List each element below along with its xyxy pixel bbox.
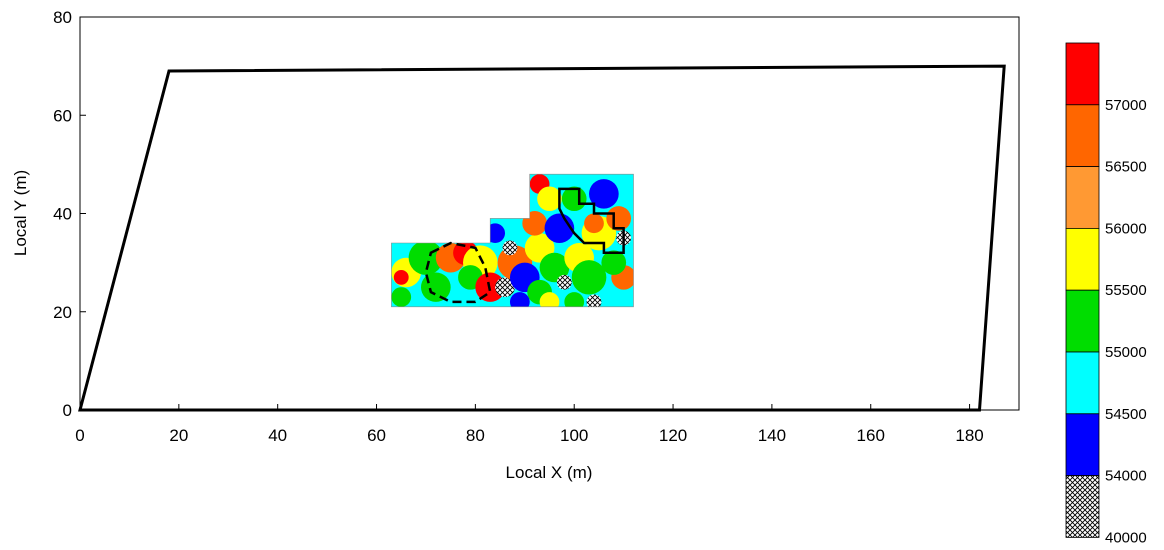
colorbar-label: 55500	[1105, 282, 1147, 299]
anomaly-solid-outline	[558, 187, 625, 255]
outline-layer	[78, 64, 1006, 412]
x-axis-ticks: 0 20 40 60 80 100 120 140 160 180	[75, 404, 984, 445]
survey-field-layer	[391, 173, 634, 308]
contour-blob-blue	[509, 292, 530, 307]
contour-blob-green	[561, 186, 587, 212]
colorbar-label: 54000	[1105, 468, 1147, 485]
y-axis-title: Local Y (m)	[11, 170, 30, 256]
contour-blob-orange	[584, 213, 604, 234]
colorbar-label: 55000	[1105, 344, 1147, 361]
colorbar-swatch	[1065, 166, 1100, 229]
colorbar-label: 54500	[1105, 406, 1147, 423]
colorbar-label: 56000	[1105, 220, 1147, 237]
x-tick-label: 100	[560, 426, 588, 445]
y-tick-label: 40	[53, 205, 72, 224]
contour-blob-crosshatch	[502, 240, 518, 256]
contour-blob-yellow	[539, 292, 560, 307]
y-tick-label: 0	[63, 401, 72, 420]
contour-blob-red	[393, 269, 409, 285]
y-tick-label: 80	[53, 8, 72, 27]
x-tick-label: 40	[268, 426, 287, 445]
colorbar-swatch	[1065, 289, 1100, 353]
contour-blob-green	[564, 292, 585, 307]
colorbar-swatch	[1065, 42, 1100, 106]
x-tick-label: 60	[367, 426, 386, 445]
colorbar-swatch	[1065, 104, 1100, 168]
contour-blob-green	[391, 287, 412, 307]
x-tick-label: 140	[758, 426, 786, 445]
x-tick-label: 180	[955, 426, 983, 445]
colorbar-swatch	[1065, 475, 1100, 538]
y-tick-label: 20	[53, 303, 72, 322]
x-axis-title: Local X (m)	[506, 463, 593, 482]
colorbar-label: 40000	[1105, 529, 1147, 546]
contour-blob-blue	[589, 179, 619, 209]
survey-area-edge	[391, 173, 634, 308]
colorbar-swatch	[1065, 413, 1100, 476]
contour-blob-green	[408, 240, 444, 275]
x-tick-label: 20	[169, 426, 188, 445]
contour-blob-yellow	[537, 186, 562, 212]
colorbar-label: 57000	[1105, 97, 1147, 114]
colorbar-swatch	[1065, 351, 1100, 415]
x-tick-label: 0	[75, 426, 84, 445]
contour-blob-green	[421, 272, 451, 302]
site-boundary-outline	[78, 64, 1006, 412]
contour-blob-crosshatch	[495, 277, 515, 298]
contour-blob-green	[539, 252, 570, 283]
y-axis-ticks: 0 20 40 60 80	[53, 8, 86, 420]
colorbar: 57000 56500 56000 55500 55000 54500 54000 40000	[1065, 42, 1147, 546]
anomaly-dashed-outline	[424, 241, 492, 304]
x-tick-label: 120	[659, 426, 687, 445]
colorbar-swatch	[1065, 227, 1100, 291]
x-tick-label: 160	[857, 426, 885, 445]
contour-blob-green	[571, 260, 607, 295]
contour-blob-crosshatch	[586, 294, 602, 307]
contour-blob-green	[601, 250, 627, 275]
contour-blob-crosshatch	[556, 274, 572, 290]
colorbar-label: 56500	[1105, 159, 1147, 176]
x-tick-label: 80	[466, 426, 485, 445]
y-tick-label: 60	[53, 106, 72, 125]
